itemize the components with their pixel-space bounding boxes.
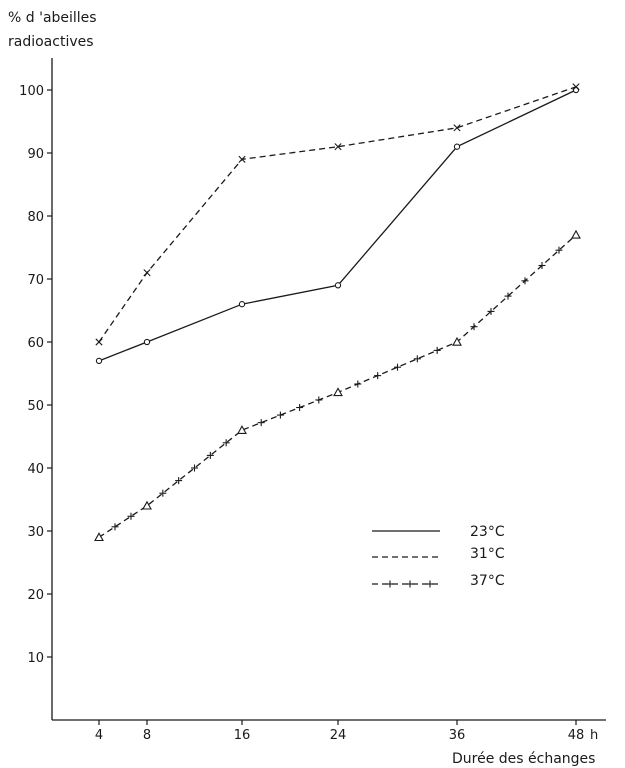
x-tick-label: 8 xyxy=(143,728,151,743)
y-ticks: 10 20 30 40 50 60 70 80 90 100 xyxy=(19,84,52,666)
data-point-circle xyxy=(238,301,246,308)
data-point-circle xyxy=(334,282,342,289)
legend-swatch-37c-markers xyxy=(386,580,434,588)
series-line xyxy=(98,234,577,538)
series-1 xyxy=(95,83,580,346)
y-tick-label: 40 xyxy=(27,462,44,477)
data-point-triangle xyxy=(452,336,462,346)
x-tick-label: 24 xyxy=(330,728,347,743)
x-tick-label: 36 xyxy=(449,728,466,743)
legend-label-31c: 31°C xyxy=(470,546,505,562)
x-unit-label: h xyxy=(590,728,598,743)
x-ticks: 4 8 16 24 36 48 xyxy=(95,720,584,743)
y-tick-label: 10 xyxy=(27,651,44,666)
data-point-circle xyxy=(453,143,461,150)
legend: 23°C 31°C 37°C xyxy=(372,524,505,589)
y-axis-label-line2: radioactives xyxy=(8,34,94,50)
x-axis-label: Durée des échanges xyxy=(452,751,595,767)
data-point-circle xyxy=(95,357,103,365)
y-tick-label: 90 xyxy=(27,147,44,162)
y-tick-label: 80 xyxy=(27,210,44,225)
data-point-circle xyxy=(143,338,151,346)
series-2 xyxy=(94,229,581,542)
series-0 xyxy=(95,86,580,365)
y-tick-label: 100 xyxy=(19,84,44,99)
data-point-cross xyxy=(334,143,342,151)
data-point-triangle xyxy=(237,425,247,434)
data-point-cross xyxy=(95,338,103,346)
y-tick-label: 50 xyxy=(27,399,44,414)
y-axis-label-line1: % d 'abeilles xyxy=(8,10,97,26)
x-tick-label: 4 xyxy=(95,728,103,743)
legend-label-37c: 37°C xyxy=(470,573,505,589)
y-tick-label: 30 xyxy=(27,525,44,540)
data-point-cross xyxy=(143,269,151,277)
data-point-cross xyxy=(453,124,461,132)
data-point-triangle xyxy=(94,532,104,542)
data-point-triangle xyxy=(142,500,152,510)
x-tick-label: 48 xyxy=(568,728,585,743)
y-tick-label: 60 xyxy=(27,336,44,351)
y-tick-label: 70 xyxy=(27,273,44,288)
y-tick-label: 20 xyxy=(27,588,44,603)
legend-label-23c: 23°C xyxy=(470,524,505,540)
series-layer xyxy=(94,83,581,542)
data-point-triangle xyxy=(333,387,343,397)
data-point-cross xyxy=(238,155,246,163)
data-point-triangle xyxy=(571,229,581,239)
x-tick-label: 16 xyxy=(234,728,251,743)
series-line xyxy=(98,86,577,343)
series-line xyxy=(98,89,577,362)
data-point-cross xyxy=(572,83,580,91)
